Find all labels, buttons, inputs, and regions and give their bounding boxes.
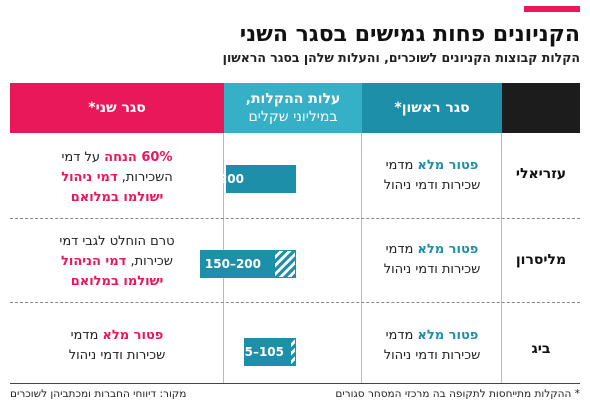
mall-name-big: ביג <box>531 341 551 357</box>
text: שכירות ודמי ניהול <box>383 178 481 193</box>
text: שכירות ודמי ניהול <box>383 262 481 277</box>
header-costs-line1: עלות ההקלות, <box>245 91 341 107</box>
source-note: מקור: דיווחי החברות ומכתביהן לשוכרים <box>10 388 187 400</box>
text: טרם הוחלט לגבי דמי <box>59 234 175 249</box>
text: על דמי <box>61 150 105 165</box>
cost-bar-label: 95–105 <box>236 345 284 359</box>
page-subtitle: הקלות קבוצות הקניונים לשוכרים, והעלות של… <box>222 50 580 65</box>
header-second-lockdown: סגר שני* <box>10 83 224 133</box>
column-divider <box>501 133 502 383</box>
first-lockdown-cell: פטור מלא מדמי שכירות ודמי ניהול <box>362 156 502 196</box>
table-bottom-rule <box>10 383 580 384</box>
text-highlight: ישולמו במלואם <box>70 190 164 205</box>
text: השכירות, <box>117 170 173 185</box>
header-corner <box>502 83 580 133</box>
cost-bar-range-hatch <box>290 338 296 366</box>
text: שכירות ודמי ניהול <box>383 348 481 363</box>
text-highlight: פטור מלא <box>417 328 479 343</box>
text: מדמי <box>70 328 103 343</box>
cost-bar-label: 150–200 <box>204 257 261 271</box>
footnote: * ההקלות מתייחסות לתקופה בה מרכזי המסחר … <box>335 388 580 400</box>
text-highlight: פטור מלא <box>417 242 479 257</box>
row-divider <box>10 218 580 219</box>
mall-name-azrieli: עזריאלי <box>515 166 567 182</box>
text: מדמי <box>385 158 418 173</box>
first-lockdown-cell: פטור מלא מדמי שכירות ודמי ניהול <box>362 326 502 366</box>
second-lockdown-cell: טרם הוחלט לגבי דמי שכירות, דמי הניהול יש… <box>10 232 224 292</box>
cost-bar-range-hatch <box>274 250 296 278</box>
second-lockdown-cell: 60% הנחה על דמי השכירות, דמי ניהול ישולמ… <box>10 148 224 208</box>
accent-rule <box>524 6 580 12</box>
first-lockdown-cell: פטור מלא מדמי שכירות ודמי ניהול <box>362 240 502 280</box>
cost-bar <box>226 165 296 193</box>
header-costs-line2: במיליוני שקלים <box>248 109 338 125</box>
text-highlight: ישולמו במלואם <box>70 274 164 289</box>
header-costs: עלות ההקלות, במיליוני שקלים <box>224 83 362 133</box>
page-title: הקניונים פחות גמישים בסגר השני <box>239 22 580 47</box>
text: שכירות, <box>126 254 173 269</box>
text-highlight: 60% הנחה <box>104 150 173 165</box>
header-first-lockdown: סגר ראשון* <box>362 83 502 133</box>
text: מדמי <box>385 328 418 343</box>
mall-name-melisron: מליסרון <box>515 252 567 268</box>
text: מדמי <box>385 242 418 257</box>
text-highlight: דמי ניהול <box>61 170 118 185</box>
text-highlight: דמי הניהול <box>61 254 127 269</box>
second-lockdown-cell: פטור מלא מדמי שכירות ודמי ניהול <box>10 326 224 366</box>
text-highlight: פטור מלא <box>102 328 164 343</box>
column-divider <box>361 133 362 383</box>
cost-bar-range <box>244 338 296 366</box>
text: שכירות ודמי ניהול <box>68 348 166 363</box>
row-divider <box>10 302 580 303</box>
text-highlight: פטור מלא <box>417 158 479 173</box>
cost-bar-label: 200 <box>218 172 244 186</box>
